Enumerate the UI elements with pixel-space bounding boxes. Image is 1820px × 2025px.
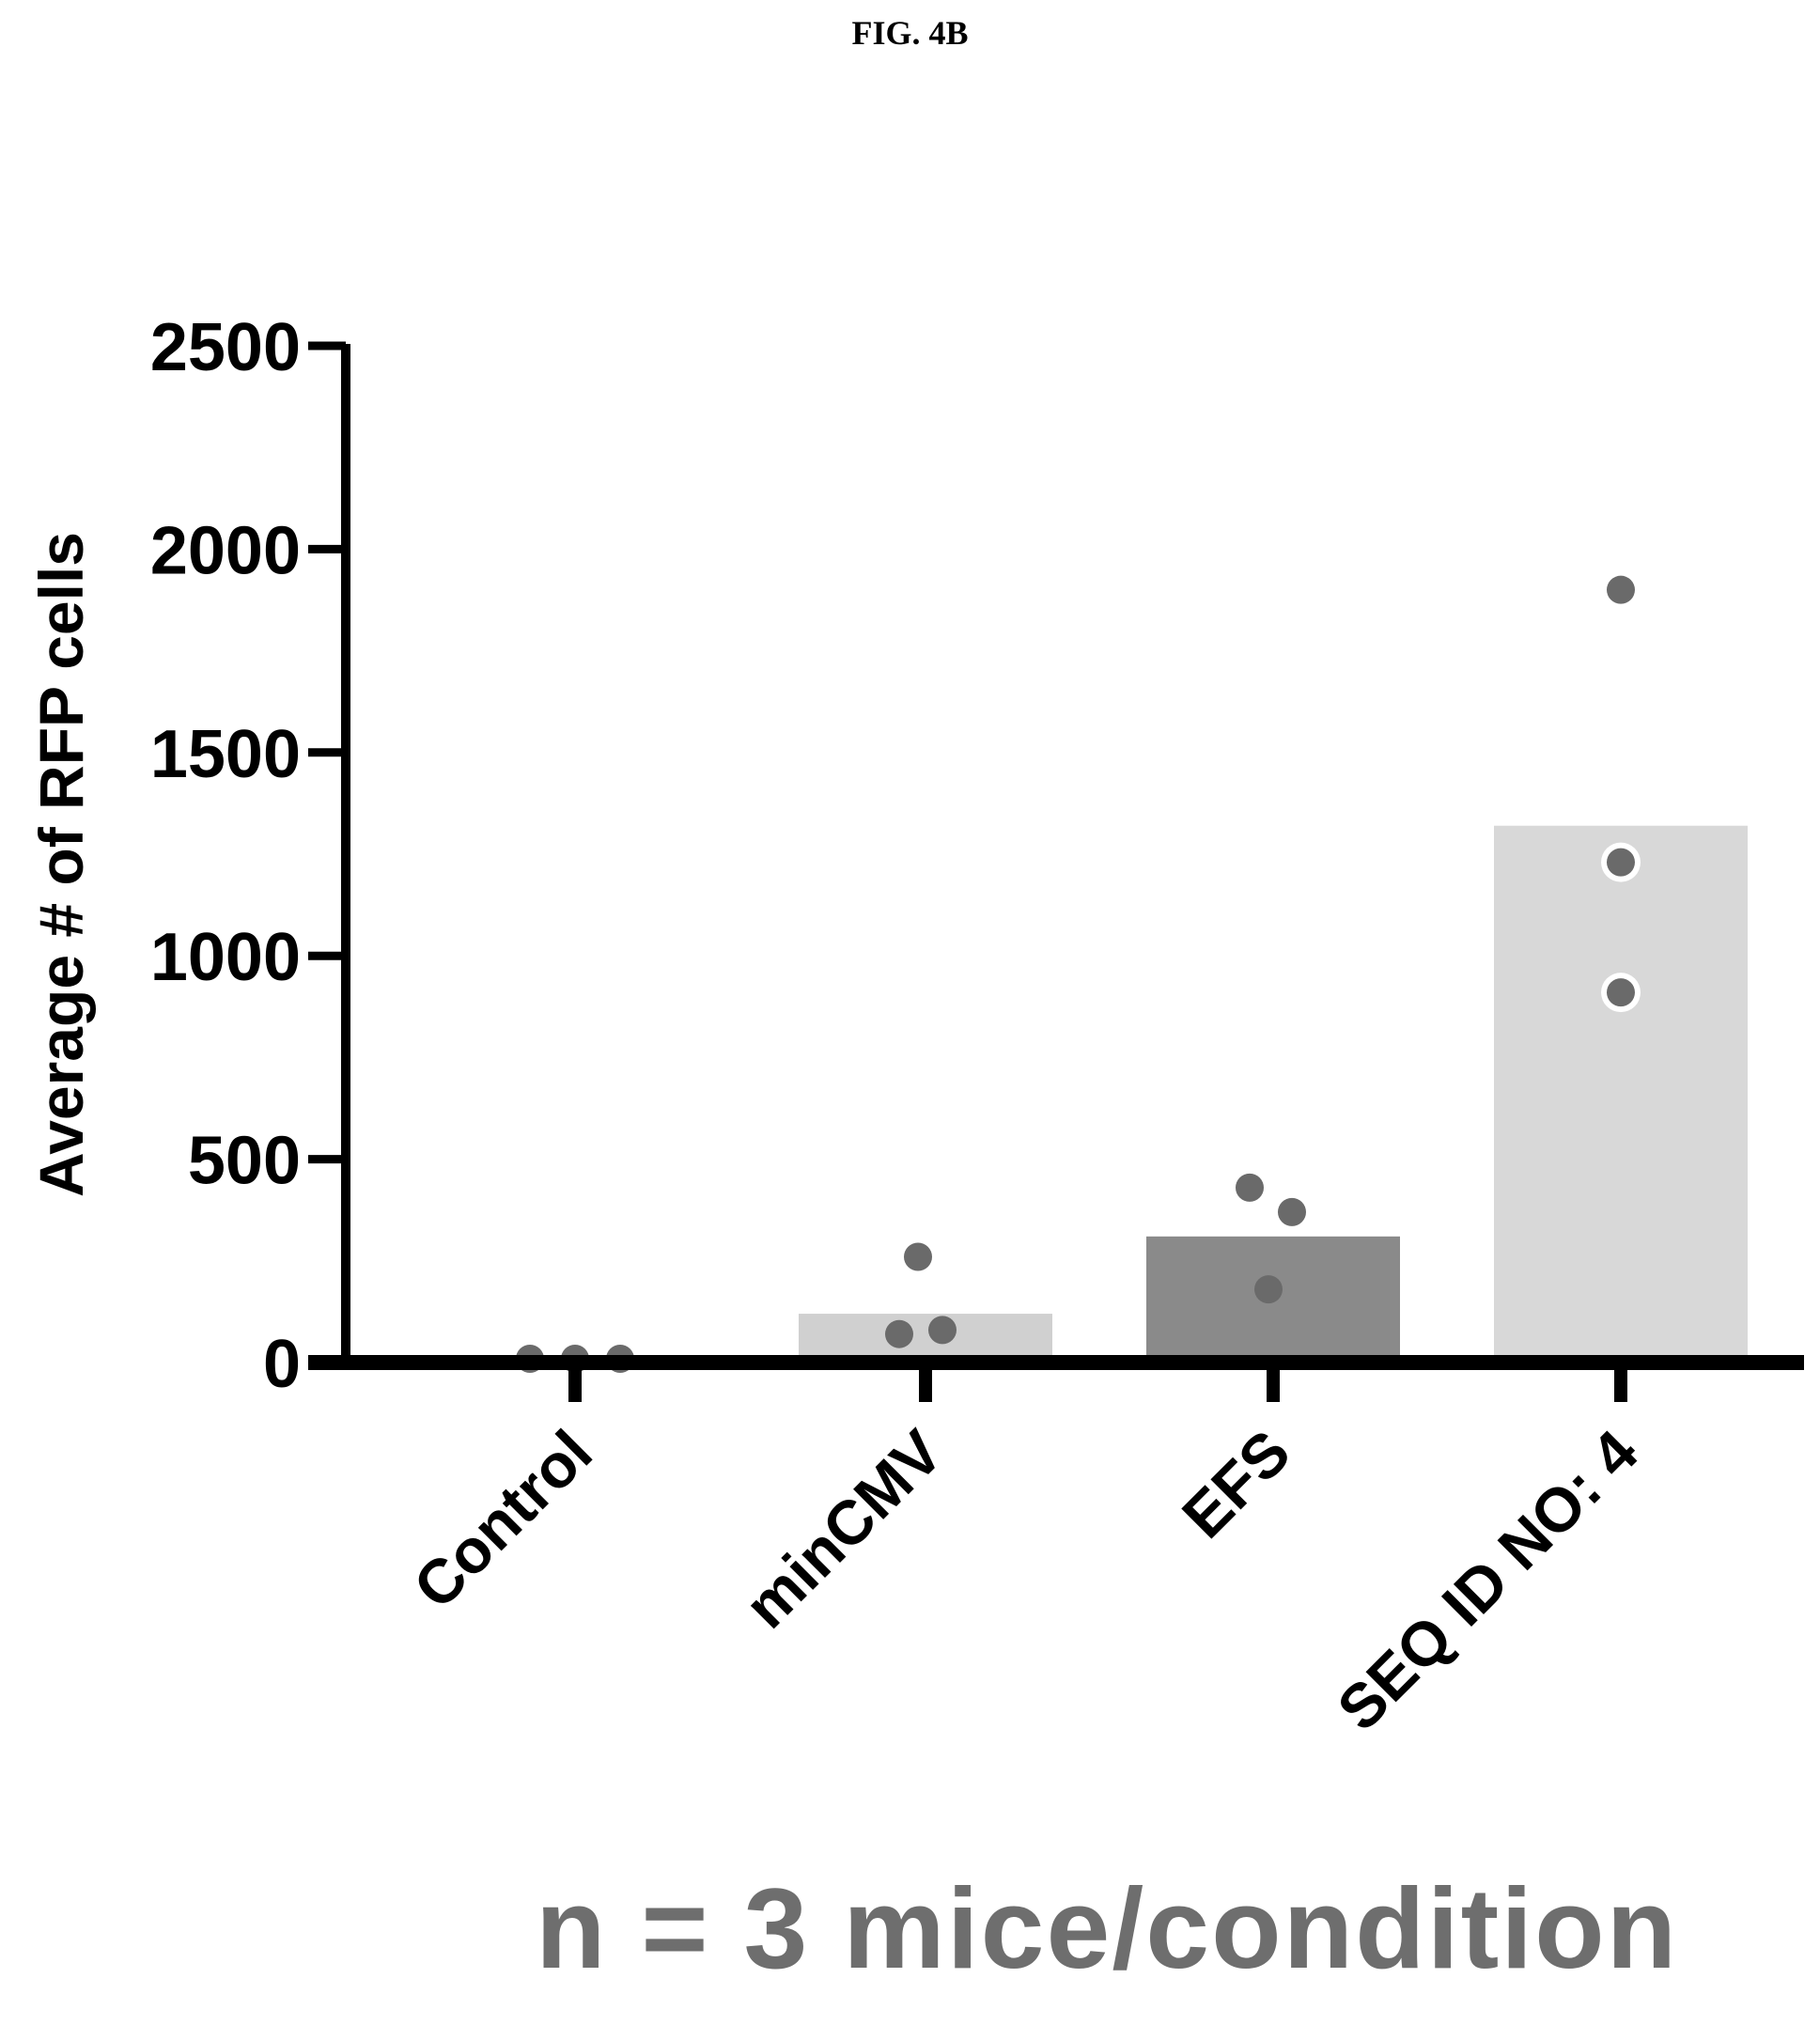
x-tick-label: SEQ ID NO: 4 bbox=[1324, 1416, 1651, 1743]
bar-chart: 0 500 1000 1500 2000 2500 Control minCMV EFS SEQ … bbox=[26, 310, 1804, 1744]
y-tick-label: 0 bbox=[263, 1327, 301, 1402]
data-point bbox=[928, 1316, 957, 1345]
data-point bbox=[904, 1242, 932, 1271]
data-point bbox=[1607, 978, 1635, 1007]
x-tick-label: minCMV bbox=[731, 1417, 956, 1642]
y-tick-label: 2000 bbox=[150, 513, 301, 588]
data-point bbox=[1278, 1197, 1306, 1226]
points-group bbox=[516, 575, 1641, 1373]
figure-title: FIG. 4B bbox=[851, 14, 969, 52]
bar-seq-id-no-4 bbox=[1494, 825, 1748, 1355]
data-point bbox=[1254, 1275, 1283, 1304]
bars-group bbox=[799, 825, 1748, 1355]
data-point bbox=[885, 1319, 913, 1348]
y-tick-label: 2500 bbox=[150, 310, 301, 385]
x-tick-label: Control bbox=[400, 1417, 605, 1622]
y-tick-label: 1000 bbox=[150, 920, 301, 995]
y-tick-label: 500 bbox=[188, 1124, 301, 1199]
data-point bbox=[1607, 848, 1635, 877]
bar-mincmv bbox=[799, 1314, 1052, 1355]
y-tick-label: 1500 bbox=[150, 717, 301, 792]
x-tick-label: EFS bbox=[1169, 1417, 1303, 1551]
data-point bbox=[1236, 1173, 1264, 1202]
footnote: n = 3 mice/condition bbox=[536, 1864, 1679, 1992]
data-point bbox=[1607, 575, 1635, 604]
y-axis-label: Average # of RFP cells bbox=[26, 532, 96, 1197]
